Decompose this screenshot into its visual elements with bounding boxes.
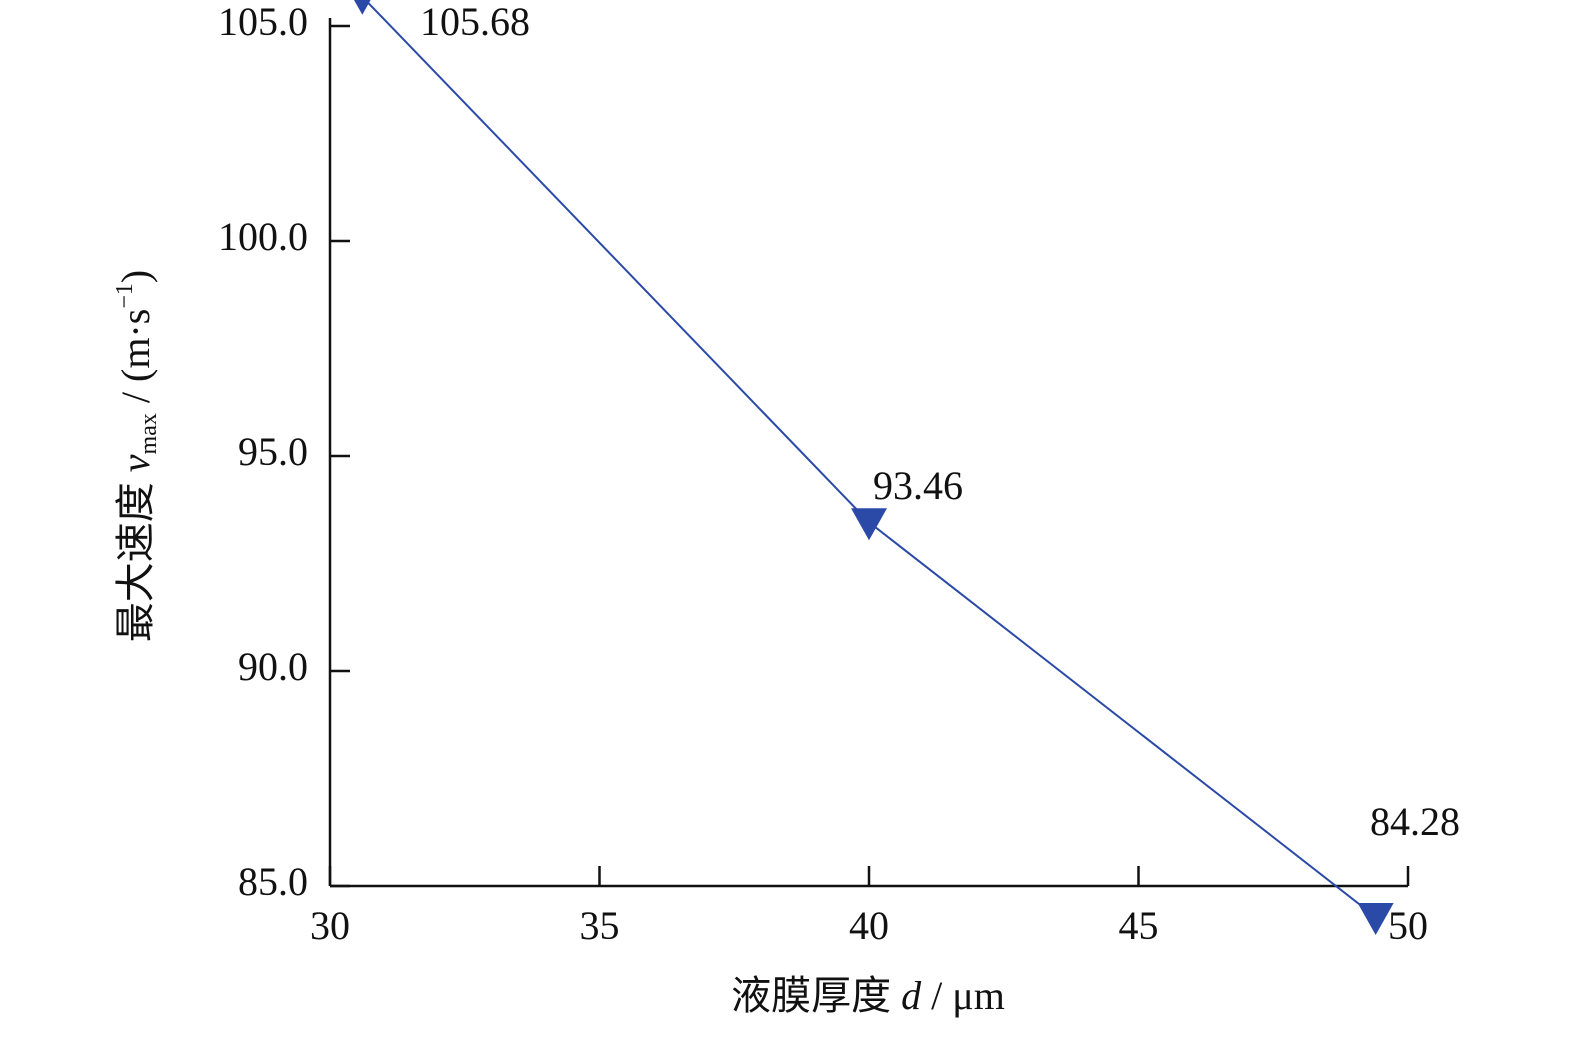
x-tick-label: 45 xyxy=(1119,903,1159,948)
y-tick-label: 105.0 xyxy=(218,0,308,44)
marker xyxy=(354,0,371,15)
y-axis-label: 最大速度 vmax / (m·s−1) xyxy=(112,270,162,642)
data-label: 105.68 xyxy=(420,0,530,44)
y-tick-label: 90.0 xyxy=(238,644,308,689)
x-tick-label: 30 xyxy=(310,903,350,948)
y-tick-label: 85.0 xyxy=(238,859,308,904)
x-axis-label: 液膜厚度 d / μm xyxy=(731,973,1005,1018)
y-tick-label: 100.0 xyxy=(218,214,308,259)
series-line xyxy=(364,0,1377,918)
marker xyxy=(1357,902,1394,935)
x-tick-label: 35 xyxy=(580,903,620,948)
data-label: 84.28 xyxy=(1370,799,1460,844)
data-label: 93.46 xyxy=(873,463,963,508)
x-tick-label: 40 xyxy=(849,903,889,948)
y-tick-label: 95.0 xyxy=(238,429,308,474)
marker xyxy=(851,508,887,541)
x-tick-label: 50 xyxy=(1388,903,1428,948)
